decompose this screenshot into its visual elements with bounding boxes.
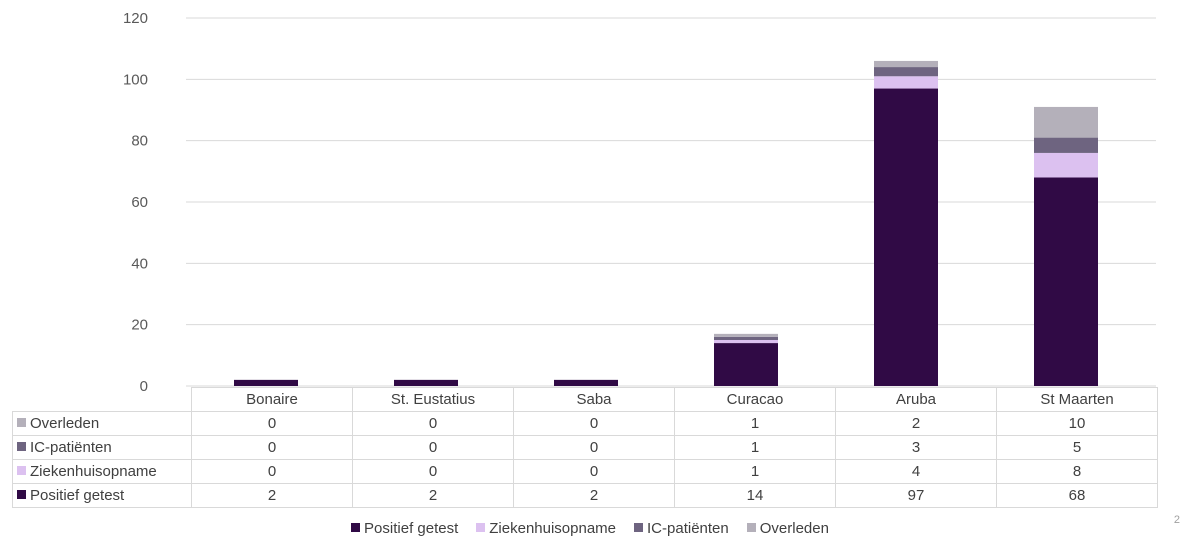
- table-cell-value: 14: [674, 483, 836, 508]
- legend-swatch: [746, 523, 756, 532]
- bars: [234, 60, 1098, 387]
- table-cell-value: 2: [835, 411, 997, 436]
- bar-segment: [874, 88, 938, 387]
- bar-segment: [1034, 106, 1098, 138]
- legend-item: Ziekenhuisopname: [476, 520, 616, 537]
- series-row-label: Overleden: [12, 411, 192, 436]
- table-header-row: Bonaire St. Eustatius Saba Curacao Aruba St M…: [12, 387, 1158, 412]
- series-row-label: Positief getest: [12, 483, 192, 508]
- y-tick-label: 80: [131, 133, 148, 150]
- category-label: Bonaire: [191, 387, 353, 412]
- table-cell-value: 0: [352, 459, 514, 484]
- bar-segment: [234, 379, 298, 386]
- category-label: St. Eustatius: [352, 387, 514, 412]
- bar-segment: [1034, 137, 1098, 153]
- y-tick-label: 100: [123, 71, 148, 88]
- table-row: Positief getest 2 2 2 14 97 68: [12, 483, 1158, 508]
- bar-segment: [714, 333, 778, 337]
- bar-segment: [874, 76, 938, 89]
- legend-swatch: [17, 466, 26, 475]
- table-row: Overleden 0 0 0 1 2 10: [12, 411, 1158, 436]
- table-cell-value: 97: [835, 483, 997, 508]
- bar-segment: [874, 67, 938, 77]
- bar-segment: [874, 60, 938, 68]
- y-tick-label: 120: [123, 10, 148, 27]
- y-tick-label: 20: [131, 317, 148, 334]
- bar-segment: [554, 379, 618, 386]
- legend-item: Overleden: [746, 520, 829, 537]
- bar-segment: [1034, 177, 1098, 386]
- table-cell-value: 2: [513, 483, 675, 508]
- legend: Positief getest Ziekenhuisopname IC-patiën…: [0, 520, 1180, 537]
- table-cell-value: 5: [996, 435, 1158, 460]
- category-label: Curacao: [674, 387, 836, 412]
- category-label: Saba: [513, 387, 675, 412]
- legend-swatch: [17, 442, 26, 451]
- table-cell-value: 0: [352, 411, 514, 436]
- bar-segment: [714, 340, 778, 344]
- bar-segment: [394, 379, 458, 386]
- table-cell-value: 8: [996, 459, 1158, 484]
- gridlines: [186, 17, 1156, 387]
- legend-swatch: [17, 418, 26, 427]
- table-cell-value: 0: [513, 435, 675, 460]
- table-corner: [12, 387, 192, 412]
- table-cell-value: 0: [352, 435, 514, 460]
- legend-swatch: [634, 523, 644, 532]
- table-cell-value: 1: [674, 435, 836, 460]
- table-cell-value: 2: [352, 483, 514, 508]
- table-row: Ziekenhuisopname 0 0 0 1 4 8: [12, 459, 1158, 484]
- y-tick-label: 0: [140, 378, 148, 395]
- table-cell-value: 1: [674, 411, 836, 436]
- table-cell-value: 4: [835, 459, 997, 484]
- bar-segment: [1034, 152, 1098, 178]
- table-row: IC-patiënten 0 0 0 1 3 5: [12, 435, 1158, 460]
- legend-swatch: [476, 523, 486, 532]
- bar-segment: [714, 336, 778, 340]
- table-cell-value: 0: [513, 411, 675, 436]
- table-cell-value: 0: [513, 459, 675, 484]
- y-tick-label: 60: [131, 194, 148, 211]
- series-row-label: Ziekenhuisopname: [12, 459, 192, 484]
- category-label: St Maarten: [996, 387, 1158, 412]
- legend-swatch: [351, 523, 361, 532]
- table-cell-value: 0: [191, 459, 353, 484]
- table-cell-value: 1: [674, 459, 836, 484]
- series-row-label: IC-patiënten: [12, 435, 192, 460]
- legend-item: Positief getest: [351, 520, 458, 537]
- bar-segment: [714, 343, 778, 386]
- table-cell-value: 0: [191, 411, 353, 436]
- category-label: Aruba: [835, 387, 997, 412]
- page-number: 2: [1173, 514, 1180, 526]
- legend-swatch: [17, 490, 26, 499]
- table-cell-value: 0: [191, 435, 353, 460]
- table-cell-value: 68: [996, 483, 1158, 508]
- data-table: Bonaire St. Eustatius Saba Curacao Aruba St M…: [12, 387, 1158, 508]
- table-cell-value: 10: [996, 411, 1158, 436]
- table-cell-value: 3: [835, 435, 997, 460]
- table-cell-value: 2: [191, 483, 353, 508]
- y-axis-ticks: 0 20 40 60 80 100 120: [123, 10, 148, 395]
- legend-item: IC-patiënten: [634, 520, 729, 537]
- y-tick-label: 40: [131, 255, 148, 272]
